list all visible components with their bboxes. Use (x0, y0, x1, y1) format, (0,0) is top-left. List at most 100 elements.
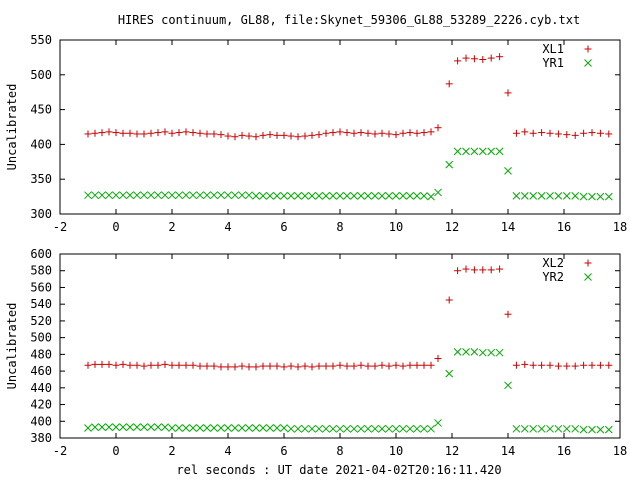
data-point-xl1 (413, 129, 421, 137)
data-point-yr2 (554, 424, 563, 433)
data-point-xl1 (210, 130, 218, 138)
chart-bottom: Uncalibrated -2 0 2 4 6 8 10 12 14 16 18 380 400 420 4… (5, 247, 627, 458)
data-point-yr1 (399, 192, 407, 200)
data-point-yr1 (350, 192, 358, 200)
data-point-xl2 (470, 266, 478, 274)
data-point-yr2 (224, 424, 232, 432)
data-point-yr2 (91, 423, 99, 431)
data-point-xl1 (445, 80, 453, 88)
data-point-xl1 (217, 131, 225, 139)
data-point-xl2 (294, 363, 302, 371)
data-point-yr1 (434, 188, 442, 197)
data-point-xl2 (168, 361, 176, 369)
data-point-xl2 (231, 363, 239, 371)
data-point-yr2 (315, 424, 323, 433)
data-point-xl2 (454, 267, 462, 275)
data-point-xl1 (147, 129, 155, 137)
data-point-yr1 (453, 147, 462, 156)
data-point-yr1 (478, 147, 487, 156)
data-point-yr2 (203, 424, 211, 432)
data-point-xl2 (287, 362, 295, 370)
data-point-yr2 (350, 424, 358, 433)
data-point-yr1 (504, 166, 512, 175)
data-point-yr1 (364, 192, 372, 200)
data-point-xl2 (580, 361, 588, 369)
data-point-yr1 (378, 192, 386, 200)
data-point-xl2 (588, 361, 596, 369)
data-point-yr2 (596, 425, 605, 434)
data-point-xl2 (364, 362, 372, 370)
data-point-yr1 (273, 192, 281, 200)
data-point-xl2 (266, 362, 274, 370)
data-point-yr2 (378, 424, 386, 433)
data-point-yr2 (579, 425, 588, 434)
data-point-xl2 (521, 360, 529, 368)
data-point-xl1 (406, 129, 414, 137)
data-point-yr2 (168, 424, 176, 432)
data-point-yr2 (231, 424, 239, 432)
data-point-yr2 (210, 424, 218, 432)
data-point-yr2 (343, 424, 351, 433)
data-point-xl2 (487, 266, 495, 274)
x-tick-label: -2 (53, 444, 67, 458)
data-point-xl1 (154, 129, 162, 137)
data-point-yr1 (140, 191, 148, 200)
data-point-xl1 (126, 129, 134, 137)
plot-frame-top (59, 39, 621, 215)
series-yr2 (84, 348, 613, 434)
y-tick-label: 580 (30, 264, 52, 278)
data-point-yr2 (266, 424, 274, 432)
data-point-yr1 (301, 192, 309, 200)
data-point-xl1 (529, 129, 537, 137)
data-point-yr1 (224, 191, 232, 200)
data-point-xl1 (521, 128, 529, 136)
data-point-yr2 (478, 348, 487, 357)
data-point-xl1 (487, 54, 495, 62)
data-point-yr2 (182, 424, 190, 432)
data-point-yr1 (182, 191, 190, 200)
data-point-xl2 (420, 361, 428, 369)
data-point-xl2 (133, 361, 141, 369)
data-point-xl2 (147, 361, 155, 369)
y-tick-label: 400 (30, 137, 52, 151)
data-point-yr2 (126, 423, 134, 431)
data-point-yr1 (462, 147, 470, 156)
data-point-xl2 (301, 362, 309, 370)
data-point-yr1 (196, 191, 204, 200)
data-point-xl2 (399, 362, 407, 370)
data-point-xl2 (336, 361, 344, 369)
data-point-xl1 (140, 130, 148, 138)
data-point-xl2 (84, 361, 92, 369)
y-tick-label: 460 (30, 364, 52, 378)
legend-label-yr1: YR1 (542, 56, 564, 70)
data-point-xl1 (538, 129, 546, 137)
data-point-xl2 (98, 360, 106, 368)
data-point-xl2 (546, 361, 554, 369)
data-point-xl1 (546, 129, 554, 137)
data-point-yr2 (399, 424, 407, 433)
data-point-yr2 (420, 424, 428, 433)
data-point-xl1 (479, 55, 487, 63)
data-point-xl1 (105, 128, 113, 136)
data-point-yr2 (434, 419, 442, 427)
y-tick-label: 480 (30, 347, 52, 361)
data-point-xl1 (392, 131, 400, 139)
data-point-yr2 (427, 424, 435, 433)
data-point-yr1 (385, 192, 393, 200)
data-point-xl1 (434, 124, 442, 132)
data-point-yr2 (252, 424, 260, 432)
y-tick-label: 380 (30, 431, 52, 445)
data-point-yr1 (287, 192, 295, 200)
data-point-yr1 (119, 191, 127, 200)
data-point-xl1 (168, 129, 176, 137)
data-point-yr2 (453, 348, 462, 356)
data-point-xl1 (203, 130, 211, 138)
legend-label-xl1: XL1 (542, 42, 564, 56)
data-point-xl1 (364, 129, 372, 137)
data-point-xl1 (189, 129, 197, 137)
y-tick-label: 600 (30, 247, 52, 261)
data-point-yr1 (588, 192, 596, 201)
data-point-xl1 (308, 131, 316, 139)
data-point-xl2 (538, 361, 546, 369)
